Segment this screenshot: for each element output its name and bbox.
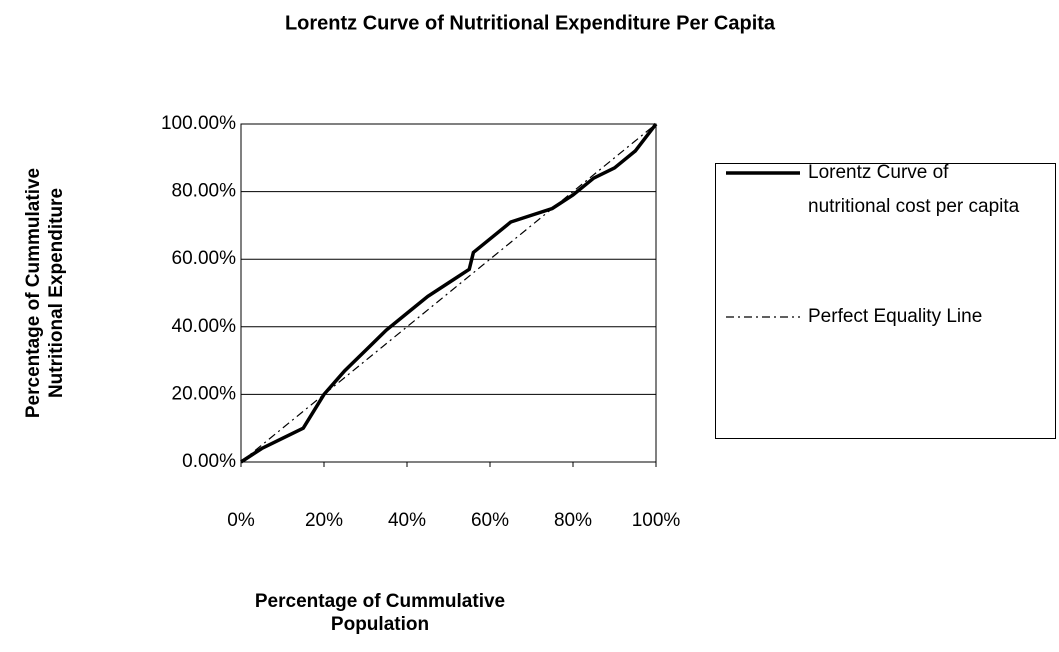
y-tick-label: 40.00%: [172, 316, 237, 337]
y-tick-label: 60.00%: [172, 248, 237, 269]
y-tick-label: 20.00%: [172, 383, 237, 404]
legend: Lorentz Curve of nutritional cost per ca…: [715, 163, 1056, 439]
y-tick-label: 0.00%: [182, 451, 236, 472]
legend-entry: Perfect Equality Line: [724, 300, 1028, 334]
chart-title: Lorentz Curve of Nutritional Expenditure…: [285, 12, 776, 34]
series-line: [241, 124, 656, 462]
y-tick-label: 80.00%: [172, 181, 237, 202]
legend-swatch: [724, 156, 802, 190]
y-tick-label: 100.00%: [161, 113, 236, 134]
legend-swatch: [724, 300, 802, 334]
x-tick-label: 0%: [227, 510, 255, 531]
x-axis-label: Percentage of Cummulative Population: [230, 590, 530, 636]
x-tick-label: 60%: [471, 510, 509, 531]
x-tick-label: 40%: [388, 510, 426, 531]
x-tick-label: 80%: [554, 510, 592, 531]
y-axis-label: Percentage of Cummulative Nutritional Ex…: [22, 118, 68, 468]
legend-label: Perfect Equality Line: [808, 300, 1028, 334]
x-tick-label: 20%: [305, 510, 343, 531]
legend-entry: Lorentz Curve of nutritional cost per ca…: [724, 156, 1028, 224]
x-tick-label: 100%: [632, 510, 681, 531]
page: Lorentz Curve of Nutritional Expenditure…: [0, 0, 1059, 652]
legend-label: Lorentz Curve of nutritional cost per ca…: [808, 156, 1028, 224]
